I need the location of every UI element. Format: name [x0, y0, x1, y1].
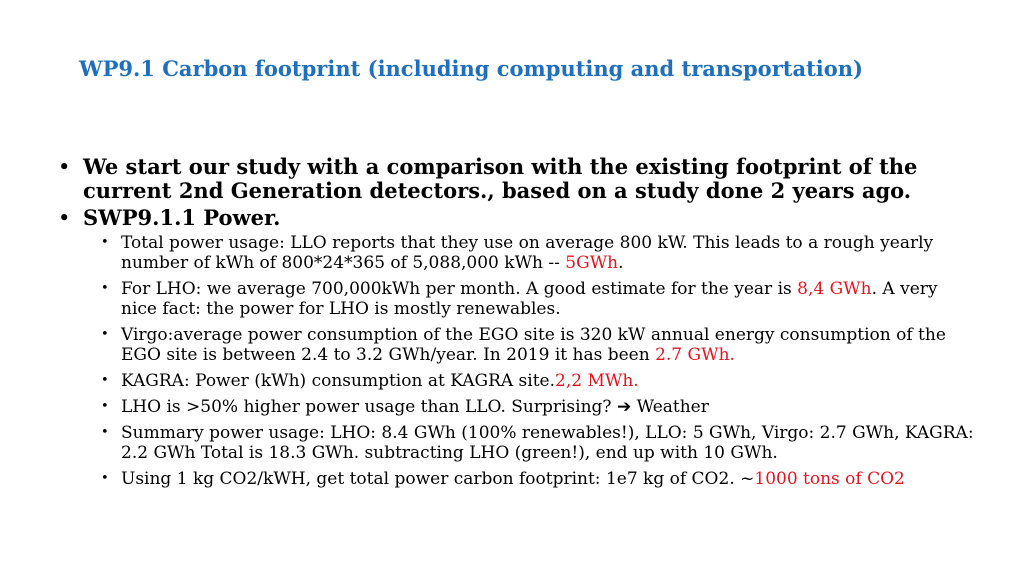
sub-item-text: KAGRA: Power (kWh) consumption at KAGRA …	[121, 371, 556, 391]
sub-item-footprint: • Using 1 kg CO2/kWH, get total power ca…	[101, 469, 978, 489]
sub-item-text: Using 1 kg CO2/kWH, get total power carb…	[121, 469, 755, 489]
bullet-dot-icon: •	[58, 155, 71, 179]
sub-item-comparison: • LHO is >50% higher power usage than LL…	[101, 397, 978, 417]
sub-item-text: For LHO: we average 700,000kWh per month…	[121, 279, 798, 299]
sub-item-summary: • Summary power usage: LHO: 8.4 GWh (100…	[101, 423, 978, 463]
bullet-dot-icon: •	[101, 373, 109, 388]
bullet-power: • SWP9.1.1 Power. • Total power usage: L…	[58, 205, 978, 490]
sub-item-llo: • Total power usage: LLO reports that th…	[101, 233, 978, 273]
bullet-dot-icon: •	[101, 399, 109, 414]
bullet-dot-icon: •	[101, 327, 109, 342]
bullet-intro: • We start our study with a comparison w…	[58, 155, 978, 203]
bullet-power-text: SWP9.1.1 Power.	[83, 205, 281, 230]
highlight-value: 2.7 GWh.	[655, 345, 735, 365]
bullet-dot-icon: •	[101, 471, 109, 486]
sub-item-text: Virgo:average power consumption of the E…	[121, 325, 946, 365]
arrow-right-icon: ➔	[616, 397, 632, 417]
sub-item-after: Weather	[631, 397, 709, 417]
main-bullet-list: • We start our study with a comparison w…	[58, 155, 978, 490]
highlight-value: 2,2 MWh.	[555, 371, 639, 391]
highlight-value: 8,4 GWh	[797, 279, 872, 299]
slide-body: • We start our study with a comparison w…	[58, 155, 978, 495]
bullet-intro-text: We start our study with a comparison wit…	[83, 154, 918, 203]
sub-item-text: LHO is >50% higher power usage than LLO.…	[121, 397, 617, 417]
sub-item-lho: • For LHO: we average 700,000kWh per mon…	[101, 279, 978, 319]
sub-item-kagra: • KAGRA: Power (kWh) consumption at KAGR…	[101, 371, 978, 391]
slide-title: WP9.1 Carbon footprint (including comput…	[79, 56, 863, 81]
bullet-dot-icon: •	[101, 281, 109, 296]
bullet-dot-icon: •	[101, 235, 109, 250]
highlight-value: 1000 tons of CO2	[754, 469, 905, 489]
power-sub-list: • Total power usage: LLO reports that th…	[83, 233, 978, 489]
sub-item-text: Summary power usage: LHO: 8.4 GWh (100% …	[121, 423, 974, 463]
bullet-dot-icon: •	[58, 206, 71, 230]
sub-item-after: .	[618, 253, 624, 273]
bullet-dot-icon: •	[101, 425, 109, 440]
sub-item-virgo: • Virgo:average power consumption of the…	[101, 325, 978, 365]
highlight-value: 5GWh	[565, 253, 619, 273]
sub-item-text: Total power usage: LLO reports that they…	[121, 233, 934, 273]
sub-item-after: . A very nice fact: the power for LHO is…	[121, 279, 938, 319]
